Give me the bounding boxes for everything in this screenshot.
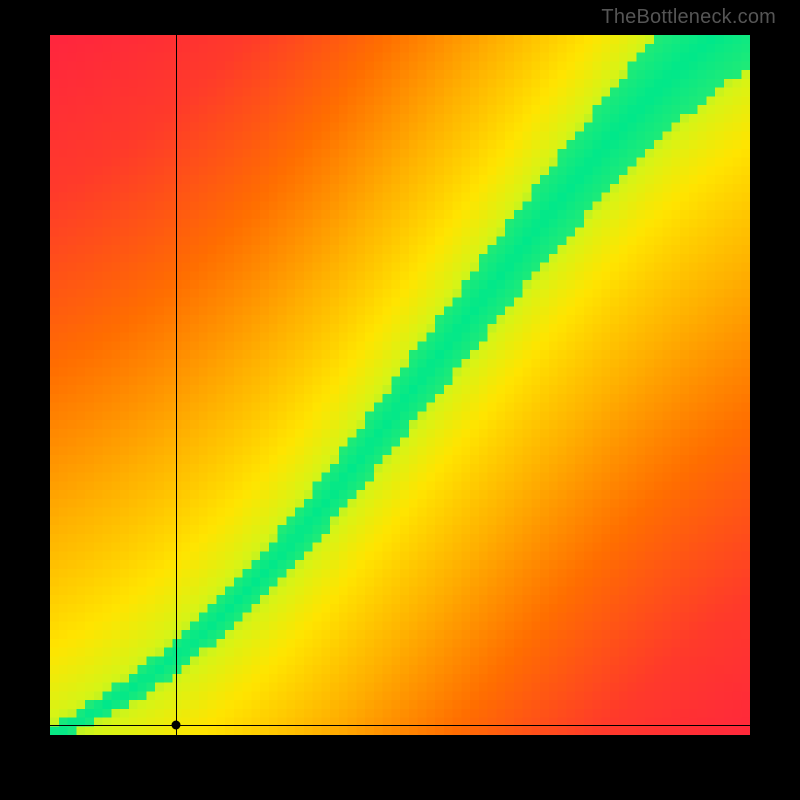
heatmap-canvas <box>50 35 750 735</box>
heatmap-plot <box>50 35 750 735</box>
watermark-text: TheBottleneck.com <box>601 6 776 29</box>
crosshair-vertical <box>176 35 177 735</box>
crosshair-horizontal <box>50 725 750 726</box>
crosshair-dot <box>172 720 181 729</box>
